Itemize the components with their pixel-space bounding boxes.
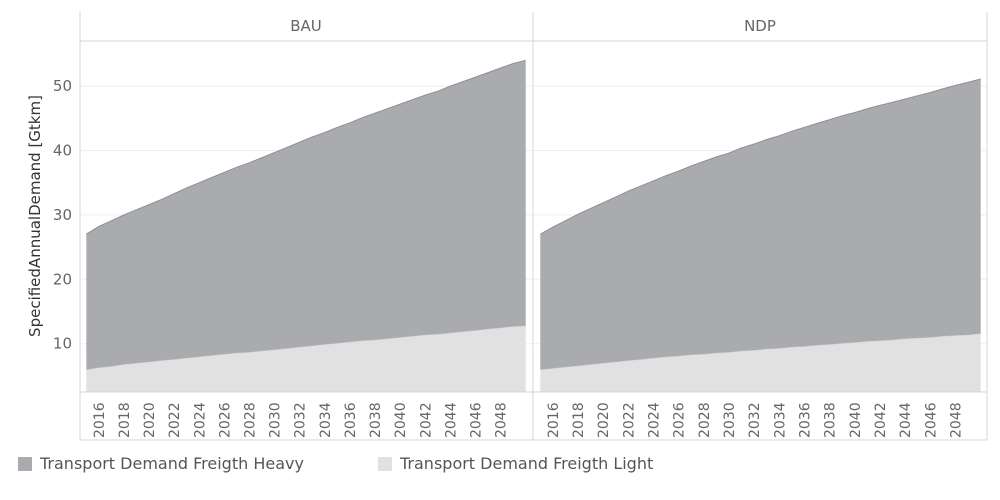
area-bau-heavy <box>86 60 526 370</box>
x-tick-label: 2016 <box>546 402 562 438</box>
y-tick-label: 50 <box>53 77 72 95</box>
x-tick-label: 2046 <box>923 402 939 438</box>
x-tick-label: 2022 <box>621 402 637 438</box>
y-tick-label: 30 <box>53 206 72 224</box>
x-tick-label: 2048 <box>949 402 965 438</box>
area-edge-ndp-heavy <box>540 78 981 235</box>
x-tick-label: 2018 <box>571 402 587 438</box>
x-tick-label: 2040 <box>848 402 864 438</box>
area-edge-bau-heavy <box>86 59 526 235</box>
x-tick-label: 2038 <box>823 402 839 438</box>
legend: Transport Demand Freigth Heavy Transport… <box>0 452 1000 478</box>
x-tick-label: 2030 <box>722 402 738 438</box>
legend-item-light[interactable]: Transport Demand Freigth Light <box>378 454 653 473</box>
x-tick-label: 2032 <box>293 402 309 438</box>
legend-swatch-heavy <box>18 456 32 471</box>
area-bau-light <box>86 325 526 392</box>
panel-header-ndp: NDP <box>744 17 776 35</box>
y-tick-label: 20 <box>53 270 72 288</box>
x-tick-label: 2026 <box>672 402 688 438</box>
x-tick-label: 2040 <box>393 402 409 438</box>
x-tick-label: 2042 <box>873 402 889 438</box>
x-tick-label: 2044 <box>898 402 914 438</box>
legend-swatch-light <box>378 456 392 471</box>
legend-label-light: Transport Demand Freigth Light <box>400 454 654 473</box>
x-tick-label: 2038 <box>368 402 384 438</box>
stacked-area-chart: SpecifiedAnnualDemand [Gtkm]1020304050BA… <box>26 12 988 441</box>
y-tick-label: 10 <box>53 335 72 353</box>
y-tick-label: 40 <box>53 141 72 159</box>
x-tick-label: 2034 <box>318 402 334 438</box>
x-tick-label: 2032 <box>747 402 763 438</box>
panel-header-bau: BAU <box>290 17 322 35</box>
x-tick-label: 2048 <box>494 402 510 438</box>
x-tick-label: 2020 <box>596 402 612 438</box>
x-tick-label: 2026 <box>217 402 233 438</box>
x-tick-label: 2036 <box>798 402 814 438</box>
x-tick-label: 2024 <box>647 402 663 438</box>
legend-label-heavy: Transport Demand Freigth Heavy <box>40 454 304 473</box>
area-ndp-heavy <box>540 79 981 370</box>
x-tick-label: 2046 <box>469 402 485 438</box>
x-tick-label: 2042 <box>418 402 434 438</box>
x-tick-label: 2036 <box>343 402 359 438</box>
x-tick-label: 2030 <box>268 402 284 438</box>
x-tick-label: 2028 <box>697 402 713 438</box>
x-tick-label: 2044 <box>443 402 459 438</box>
area-ndp-light <box>540 333 981 392</box>
x-tick-label: 2028 <box>243 402 259 438</box>
legend-item-heavy[interactable]: Transport Demand Freigth Heavy <box>18 454 304 473</box>
x-tick-label: 2022 <box>167 402 183 438</box>
y-axis-label: SpecifiedAnnualDemand [Gtkm] <box>26 95 44 337</box>
x-tick-label: 2016 <box>92 402 108 438</box>
x-tick-label: 2018 <box>117 402 133 438</box>
x-tick-label: 2034 <box>772 402 788 438</box>
x-tick-label: 2024 <box>192 402 208 438</box>
x-tick-label: 2020 <box>142 402 158 438</box>
